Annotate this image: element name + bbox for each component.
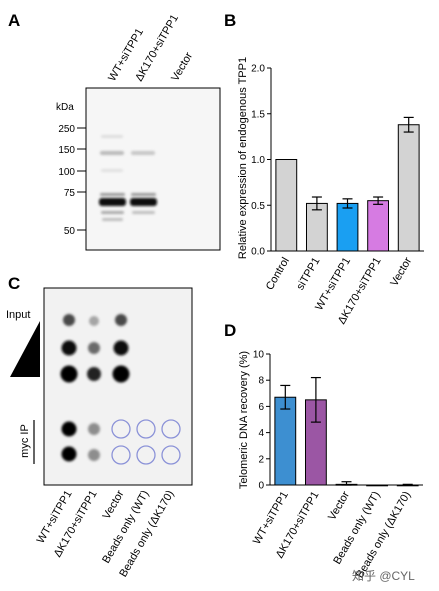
panel-a: A WT+siTPP1 ΔK170+siTPP1 Vector kDa 250 …: [8, 11, 221, 251]
panel-d: D Telomeric DNA recovery (%) 0246810WT+s…: [224, 321, 423, 580]
chart-d-ytick-label-3: 6: [258, 402, 264, 413]
panel-a-letter: A: [8, 11, 20, 30]
marker-150: 150: [58, 145, 75, 156]
band-wt-100: [101, 169, 123, 172]
panel-b-letter: B: [224, 11, 236, 30]
chart-d-ytick-label-4: 8: [258, 376, 264, 387]
watermark: 知乎 @CYL: [352, 569, 415, 583]
band-wt-150: [100, 151, 124, 155]
marker-100: 100: [58, 167, 75, 178]
chart-d-ytick-label-2: 4: [258, 428, 264, 439]
chart-b-bar-2: [336, 202, 359, 252]
marker-75: 75: [64, 188, 76, 199]
band-dk170-150: [131, 151, 155, 155]
band-wt-upper: [100, 193, 125, 196]
dot-input-wt-3: [60, 365, 78, 383]
chart-d-ytick-label-1: 2: [258, 454, 264, 465]
band-wt-lower2: [102, 218, 123, 221]
lane-label-vector: Vector: [169, 50, 195, 83]
kda-label: kDa: [56, 102, 74, 113]
marker-50: 50: [64, 226, 76, 237]
chart-b-ytick-label-1: 0.5: [251, 201, 265, 212]
panel-c: C Input myc IP: [6, 274, 193, 579]
chart-b-ytick-label-4: 2.0: [251, 64, 265, 75]
dot-ip-dk170-2: [88, 449, 100, 461]
marker-250: 250: [58, 124, 75, 135]
col-label-vector: Vector: [101, 488, 127, 521]
dot-input-dk170-1: [89, 316, 99, 326]
panel-c-letter: C: [8, 274, 20, 293]
empty-ip-beads-wt-2: [136, 445, 156, 465]
dot-input-dk170-2: [88, 342, 100, 354]
empty-ip-beads-dk170-1: [161, 419, 181, 439]
dot-input-vector-1: [115, 314, 127, 326]
band-wt-250: [101, 135, 123, 138]
empty-ip-beads-dk170-2: [161, 445, 181, 465]
chart-d-bar-3: [366, 484, 389, 487]
blot-bands: [99, 135, 157, 221]
dot-ip-dk170-1: [88, 423, 100, 435]
empty-ip-vector-2: [111, 445, 131, 465]
band-wt-lower: [101, 211, 124, 214]
dot-grid: [60, 314, 181, 465]
band-dk170-upper: [131, 193, 156, 196]
chart-b-ylabel: Relative expression of endogenous TPP1: [237, 57, 249, 259]
dot-input-vector-2: [113, 340, 129, 356]
chart-b-category-label-0: Control: [264, 256, 292, 293]
chart-b-bar-3: [367, 200, 390, 252]
chart-d-bar-0: [274, 396, 297, 486]
chart-d-ytick-label-5: 10: [253, 350, 265, 361]
dot-input-wt-1: [63, 314, 75, 326]
chart-b-ytick-label-2: 1.0: [251, 155, 265, 166]
dot-input-wt-2: [61, 340, 77, 356]
dot-ip-wt-1: [61, 421, 77, 437]
chart-b-category-label-1: siTPP1: [294, 256, 322, 293]
ip-label: myc IP: [19, 424, 31, 458]
panel-b: B Relative expression of endogenous TPP1…: [224, 11, 424, 326]
band-wt-main: [99, 198, 126, 206]
empty-ip-beads-wt-1: [136, 419, 156, 439]
chart-b-ytick-label-0: 0.0: [251, 247, 265, 258]
chart-b-bar-0: [275, 159, 298, 252]
panel-d-letter: D: [224, 321, 236, 340]
chart-d-ylabel: Telomeric DNA recovery (%): [238, 351, 250, 489]
dot-input-vector-3: [112, 365, 130, 383]
empty-ip-vector-1: [111, 419, 131, 439]
chart-d-ytick-label-0: 0: [258, 481, 264, 492]
chart-b-ytick-label-3: 1.5: [251, 109, 265, 120]
chart-d-category-label-4: Beads only (ΔK170): [354, 490, 413, 581]
input-gradient-wedge: [10, 321, 40, 377]
chart-b-bar-1: [305, 202, 328, 252]
input-label: Input: [6, 309, 30, 321]
dot-input-dk170-3: [87, 367, 101, 381]
chart-b-bar-4: [397, 124, 420, 252]
band-dk170-lower: [132, 211, 155, 214]
chart-b-category-label-4: Vector: [388, 255, 414, 288]
chart-d-category-label-2: Vector: [326, 489, 352, 522]
dot-ip-wt-2: [61, 446, 77, 462]
band-dk170-main: [130, 198, 157, 206]
